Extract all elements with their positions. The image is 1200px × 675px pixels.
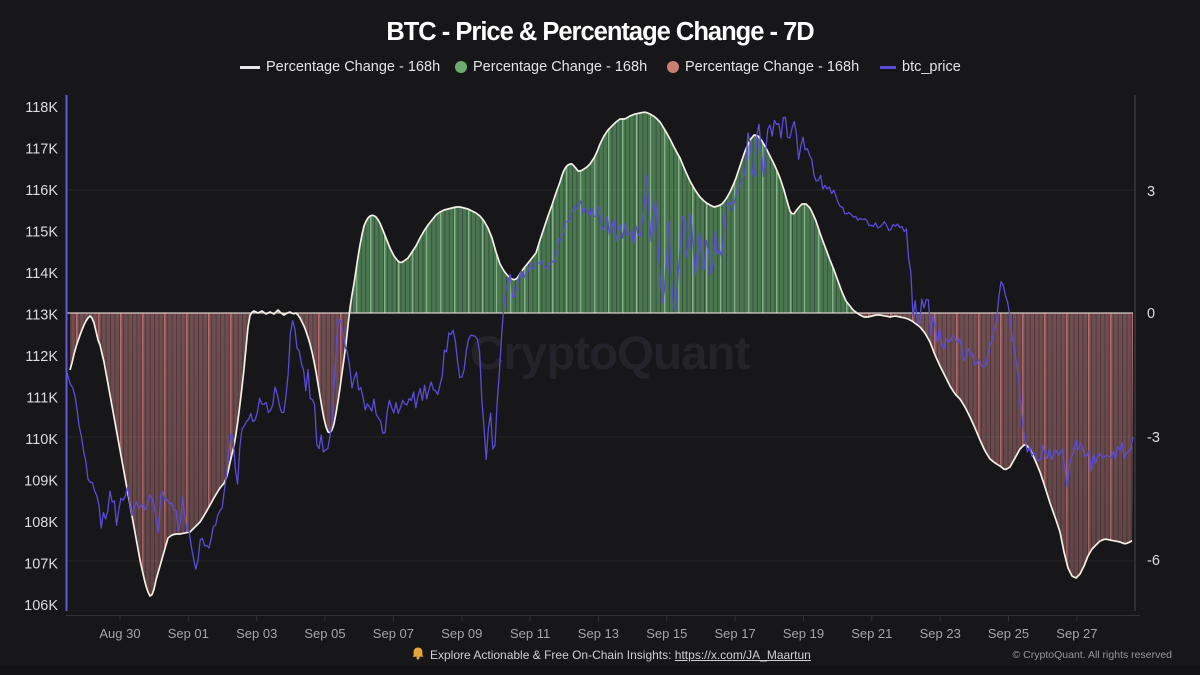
svg-text:109K: 109K [24, 474, 58, 490]
svg-text:Sep 25: Sep 25 [988, 626, 1029, 641]
svg-text:118K: 118K [25, 100, 58, 116]
svg-text:Sep 09: Sep 09 [441, 626, 482, 641]
svg-text:117K: 117K [25, 142, 58, 158]
svg-text:Sep 17: Sep 17 [714, 626, 755, 641]
svg-text:112K: 112K [25, 349, 58, 365]
svg-text:Sep 27: Sep 27 [1056, 626, 1097, 641]
svg-text:Sep 23: Sep 23 [920, 626, 961, 641]
svg-text:107K: 107K [24, 557, 58, 573]
svg-text:113K: 113K [25, 308, 58, 324]
svg-text:115K: 115K [25, 225, 58, 241]
svg-text:106K: 106K [24, 598, 58, 614]
svg-text:111K: 111K [26, 391, 58, 407]
svg-text:Aug 30: Aug 30 [99, 626, 140, 641]
svg-text:108K: 108K [24, 515, 58, 531]
svg-text:CryptoQuant: CryptoQuant [470, 327, 750, 380]
svg-text:Sep 19: Sep 19 [783, 626, 824, 641]
svg-text:Sep 07: Sep 07 [373, 626, 414, 641]
svg-text:Sep 05: Sep 05 [304, 626, 345, 641]
svg-text:114K: 114K [25, 266, 58, 282]
svg-text:-6: -6 [1147, 553, 1160, 569]
svg-text:Sep 11: Sep 11 [510, 626, 550, 641]
svg-text:Sep 03: Sep 03 [236, 626, 277, 641]
svg-text:Sep 01: Sep 01 [168, 626, 209, 641]
svg-text:Sep 15: Sep 15 [646, 626, 687, 641]
svg-text:Sep 13: Sep 13 [578, 626, 619, 641]
svg-text:110K: 110K [25, 432, 58, 448]
svg-text:116K: 116K [25, 183, 58, 199]
svg-text:Sep 21: Sep 21 [851, 626, 892, 641]
svg-text:-3: -3 [1147, 430, 1160, 446]
svg-text:0: 0 [1147, 306, 1155, 322]
svg-text:3: 3 [1147, 184, 1155, 200]
